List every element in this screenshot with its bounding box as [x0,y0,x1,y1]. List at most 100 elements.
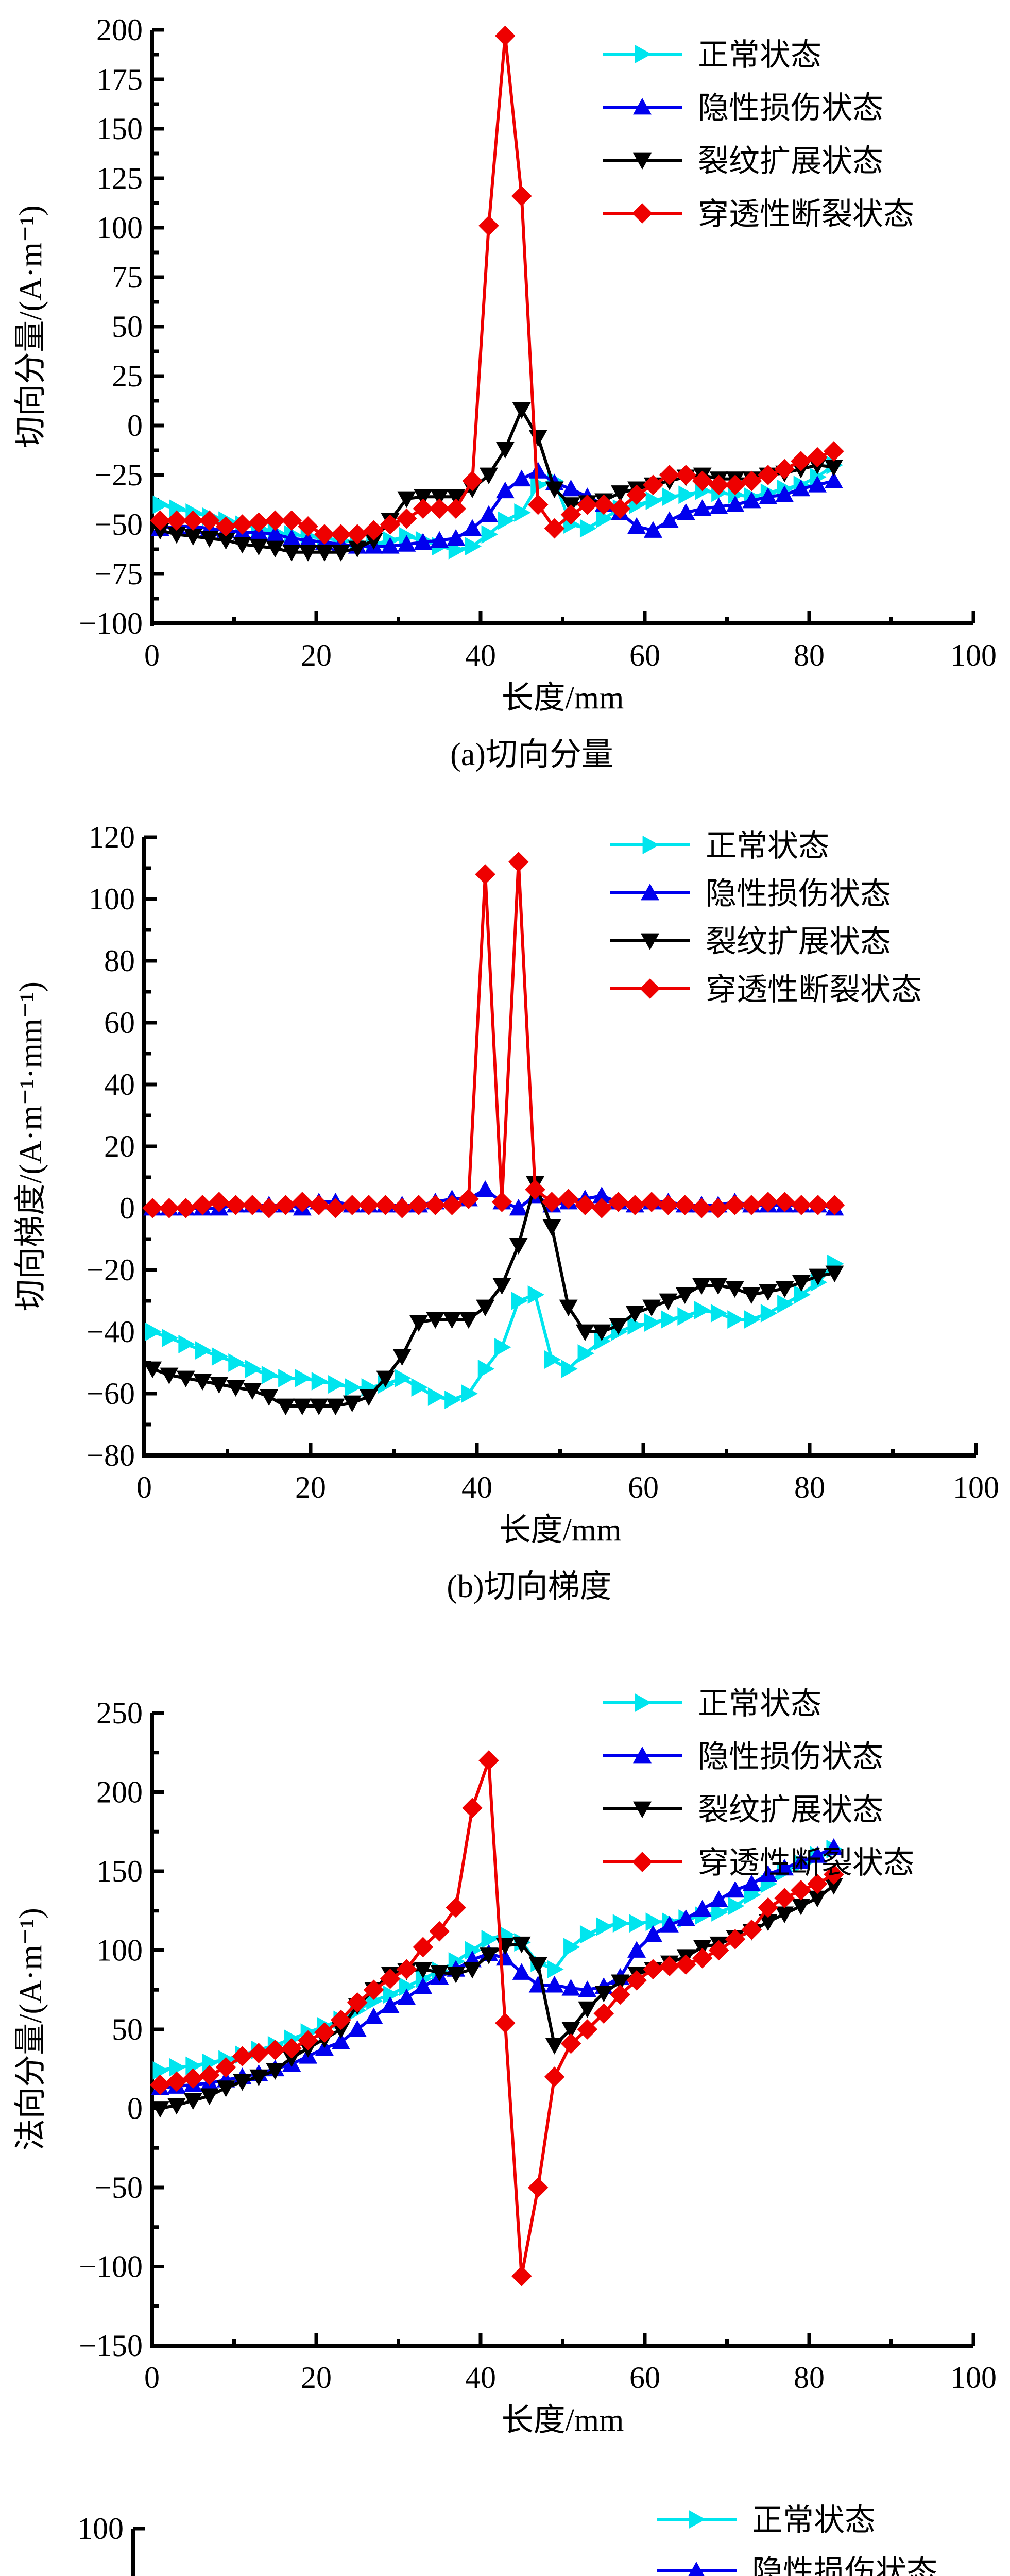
data-point [331,2022,350,2039]
data-point [792,479,811,497]
data-point [561,1979,580,1996]
data-point [475,864,495,885]
data-point [641,1192,662,1212]
data-point [430,489,449,506]
chart-d: 020406080100020406080100长度/mm法向梯度/(A·m⁻¹… [77,2503,937,2576]
data-point [345,1378,362,1397]
legend-label: 隐性损伤状态 [698,91,883,125]
data-point [711,1903,728,1922]
data-point [693,1900,712,1917]
data-point [527,494,549,515]
data-point [465,537,482,556]
data-point [792,1899,811,1916]
legend-label: 隐性损伤状态 [752,2555,937,2576]
y-axis-title: 切向分量/(A·m⁻¹) [13,205,48,448]
data-point [430,531,449,548]
data-point [325,1198,346,1218]
y-tick-label: 0 [127,2092,143,2126]
legend-marker [688,2562,705,2576]
data-point [759,487,778,504]
data-point [295,1369,312,1387]
data-point [708,474,729,495]
data-point [809,1268,828,1285]
data-point [661,1310,678,1329]
data-point [777,1295,794,1313]
data-point [774,459,795,480]
chart-panel-d: 020406080100020406080100长度/mm法向梯度/(A·m⁻¹… [0,2458,1010,2576]
data-point [143,1361,162,1378]
data-point [266,525,285,542]
data-point [577,2019,598,2040]
data-point [381,1996,400,2013]
data-point [414,489,433,506]
data-point [479,505,498,522]
data-point [414,533,433,550]
chart-b: −80 −60 −40 −20 0 20 40 60 80 100 120 0 20 40 60 80 100 长… [13,820,999,1604]
data-point [225,1195,246,1215]
legend-marker [635,45,652,63]
data-point [725,474,746,495]
data-point [545,2038,564,2055]
data-point [578,2001,597,2019]
data-point [265,510,286,531]
data-point [726,1880,745,1898]
data-point [625,1306,644,1323]
data-point [446,1897,466,1918]
data-point [360,1389,379,1406]
data-point [169,499,186,518]
data-point [426,1312,445,1329]
legend-item: 裂纹扩展状态 [610,925,891,959]
data-point [659,465,680,485]
data-point [527,1285,545,1304]
data-point [430,1965,449,1982]
data-point [741,470,762,492]
data-point [577,494,598,515]
data-point [512,1936,531,1954]
data-point [774,1192,795,1212]
chart-panel-c: −150 −100 −50 0 50 100 150 200 250 0 20 40 60 80 100 长度… [0,1607,1010,2495]
data-point [545,481,564,498]
y-axis-title: 法向分量/(A·m⁻¹) [13,1908,48,2150]
data-point [462,1798,483,1818]
data-point [693,499,712,516]
legend-marker [641,933,659,950]
data-point [775,1906,794,1923]
data-point [758,1192,779,1212]
y-tick-label: −50 [94,507,143,541]
data-point [709,1890,728,1907]
data-point [593,494,614,515]
y-tick-label: −80 [87,1438,135,1472]
data-point [397,535,416,552]
data-point [343,1395,362,1412]
data-point [645,491,662,510]
data-point [775,485,794,502]
data-point [542,1219,561,1236]
data-point [824,460,843,477]
data-point [541,1192,562,1212]
data-point [692,470,713,492]
data-point [216,533,235,550]
data-point [544,1350,561,1369]
data-point [243,1383,262,1400]
data-point [396,508,417,529]
legend-marker [632,203,653,224]
data-point [660,1916,679,1933]
data-point [577,1344,594,1363]
data-point [561,1360,578,1378]
legend-item: 隐性损伤状态 [610,877,891,911]
data-point [193,1374,212,1391]
y-tick-label: −60 [87,1377,135,1411]
data-point [232,2046,253,2066]
data-point [760,1304,778,1323]
data-point [397,491,416,509]
data-point [211,1347,229,1366]
data-point [508,852,529,872]
data-point [182,2068,203,2089]
data-point [792,1852,811,1869]
data-point [160,1367,179,1384]
data-point [462,470,483,492]
x-tick-label: 0 [136,1470,152,1504]
data-point [724,1195,745,1215]
data-point [259,1198,280,1218]
